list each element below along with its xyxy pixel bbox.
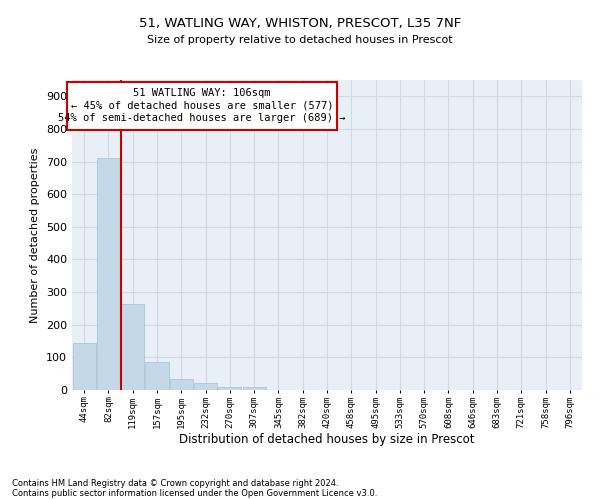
FancyBboxPatch shape <box>67 82 337 130</box>
Bar <box>121 304 144 390</box>
Text: Contains HM Land Registry data © Crown copyright and database right 2024.: Contains HM Land Registry data © Crown c… <box>12 478 338 488</box>
Bar <box>97 158 120 390</box>
Text: ← 45% of detached houses are smaller (577): ← 45% of detached houses are smaller (57… <box>71 100 334 110</box>
Bar <box>145 362 169 390</box>
Bar <box>194 384 217 390</box>
Bar <box>242 386 266 390</box>
Bar <box>218 386 241 390</box>
Text: 51, WATLING WAY, WHISTON, PRESCOT, L35 7NF: 51, WATLING WAY, WHISTON, PRESCOT, L35 7… <box>139 18 461 30</box>
X-axis label: Distribution of detached houses by size in Prescot: Distribution of detached houses by size … <box>179 434 475 446</box>
Text: Contains public sector information licensed under the Open Government Licence v3: Contains public sector information licen… <box>12 488 377 498</box>
Text: 51 WATLING WAY: 106sqm: 51 WATLING WAY: 106sqm <box>133 88 271 98</box>
Bar <box>170 378 193 390</box>
Text: 54% of semi-detached houses are larger (689) →: 54% of semi-detached houses are larger (… <box>58 114 346 124</box>
Text: Size of property relative to detached houses in Prescot: Size of property relative to detached ho… <box>147 35 453 45</box>
Y-axis label: Number of detached properties: Number of detached properties <box>31 148 40 322</box>
Bar <box>73 342 95 390</box>
